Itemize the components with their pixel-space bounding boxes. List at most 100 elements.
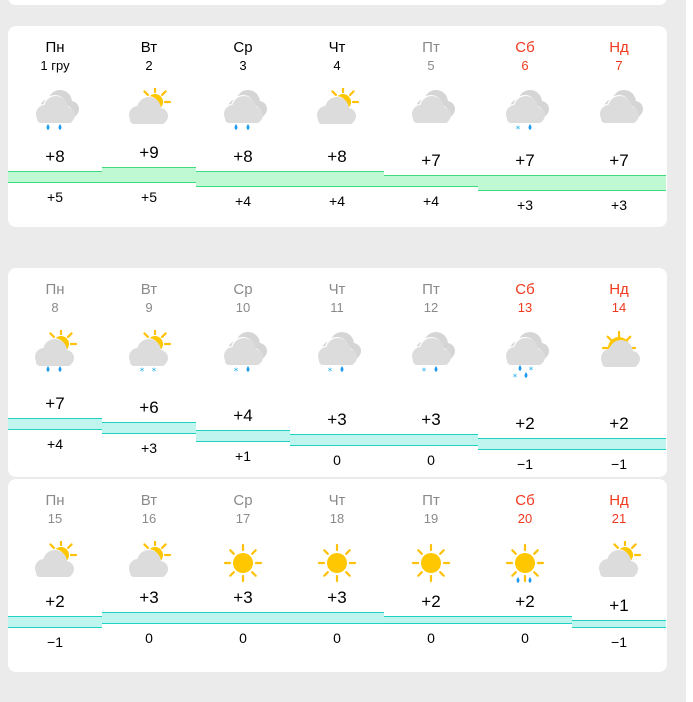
cloud-weather-icon: * <box>218 330 268 380</box>
weekday-label: Ср <box>233 281 253 298</box>
temp-range-band <box>8 171 102 183</box>
svg-text:*: * <box>152 367 157 377</box>
low-temp: −1 <box>611 634 627 650</box>
day-column[interactable]: Чт 4 +8 +4 <box>290 26 384 227</box>
temp-range-band <box>196 612 290 624</box>
high-temp: +8 <box>327 147 347 166</box>
svg-text:*: * <box>529 366 534 376</box>
low-temp: −1 <box>611 456 627 472</box>
date-label: 7 <box>615 58 623 73</box>
high-temp: +7 <box>45 394 65 413</box>
weekday-label: Нд <box>609 39 629 56</box>
temp-range-band <box>102 422 196 434</box>
date-label: 16 <box>141 511 157 526</box>
low-temp: +3 <box>141 440 157 456</box>
sun-cloud-weather-icon <box>30 327 80 380</box>
temp-range-band <box>196 430 290 442</box>
low-temp: 0 <box>333 630 341 646</box>
date-label: 21 <box>611 511 627 526</box>
high-temp: +3 <box>421 410 441 429</box>
date-label: 3 <box>239 58 247 73</box>
day-column[interactable]: Ср 3 +8 +4 <box>196 26 290 227</box>
date-label: 18 <box>329 511 345 526</box>
temp-range-band <box>572 438 666 450</box>
low-temp: 0 <box>427 452 435 468</box>
day-column[interactable]: Вт 2 +9 +5 <box>102 26 196 227</box>
right-panel-edge <box>686 0 693 702</box>
weekday-label: Нд <box>609 492 629 509</box>
day-column[interactable]: Нд 14 +2 −1 <box>572 268 666 477</box>
temp-range-band <box>290 612 384 624</box>
low-temp: 0 <box>521 630 529 646</box>
day-column[interactable]: Вт 16 +3 0 <box>102 479 196 672</box>
svg-text:*: * <box>140 367 145 377</box>
day-column[interactable]: Чт 11 * +3 0 <box>290 268 384 477</box>
day-column[interactable]: Ср 17 +3 0 <box>196 479 290 672</box>
day-column[interactable]: Сб 6 * +7 +3 <box>478 26 572 227</box>
date-label: 13 <box>517 300 533 315</box>
week-card: Пн 1 гру +8 +5 Вт 2 +9 +5 Ср 3 +8 +4 Чт 4 +… <box>8 26 667 227</box>
low-temp: +5 <box>141 189 157 205</box>
day-column[interactable]: Пн 1 гру +8 +5 <box>8 26 102 227</box>
day-column[interactable]: Сб 13 * * +2 −1 <box>478 268 572 477</box>
cloud-weather-icon: * <box>406 330 456 380</box>
date-label: 17 <box>235 511 251 526</box>
day-column[interactable]: Пн 15 +2 −1 <box>8 479 102 672</box>
high-temp: +9 <box>139 143 159 162</box>
low-temp: +4 <box>423 193 439 209</box>
low-temp: +4 <box>329 193 345 209</box>
cloud-weather-icon: * <box>500 88 550 138</box>
weekday-label: Нд <box>609 281 629 298</box>
date-label: 15 <box>47 511 63 526</box>
high-temp: +2 <box>515 592 535 611</box>
date-label: 12 <box>423 300 439 315</box>
temp-range-band <box>572 175 666 191</box>
low-temp: +3 <box>517 197 533 213</box>
low-temp: 0 <box>427 630 435 646</box>
cloud-weather-icon <box>594 88 644 138</box>
weekday-label: Пн <box>45 492 65 509</box>
day-column[interactable]: Сб 20 +2 0 <box>478 479 572 672</box>
day-column[interactable]: Вт 9 * * +6 +3 <box>102 268 196 477</box>
date-label: 2 <box>145 58 153 73</box>
low-temp: 0 <box>333 452 341 468</box>
weekday-label: Пт <box>422 281 440 298</box>
date-label: 14 <box>611 300 627 315</box>
day-column[interactable]: Пт 19 +2 0 <box>384 479 478 672</box>
day-column[interactable]: Чт 18 +3 0 <box>290 479 384 672</box>
high-temp: +3 <box>327 410 347 429</box>
weekday-label: Вт <box>140 281 158 298</box>
cloud-weather-icon <box>218 88 268 138</box>
weekday-label: Пт <box>422 492 440 509</box>
weekday-label: Сб <box>515 492 535 509</box>
day-column[interactable]: Нд 21 +1 −1 <box>572 479 666 672</box>
weekday-label: Сб <box>515 39 535 56</box>
date-label: 8 <box>51 300 59 315</box>
high-temp: +2 <box>421 592 441 611</box>
weekday-label: Чт <box>328 281 346 298</box>
weekday-label: Пт <box>422 39 440 56</box>
temp-range-band <box>478 616 572 624</box>
high-temp: +8 <box>233 147 253 166</box>
high-temp: +8 <box>45 147 65 166</box>
weekday-label: Пн <box>45 281 65 298</box>
day-column[interactable]: Пт 12 * +3 0 <box>384 268 478 477</box>
sun-over-cloud-weather-icon <box>594 330 644 380</box>
cloud-weather-icon: * * <box>500 330 550 383</box>
low-temp: +5 <box>47 189 63 205</box>
weekday-label: Вт <box>140 492 158 509</box>
weekday-label: Ср <box>233 39 253 56</box>
day-column[interactable]: Пн 8 +7 +4 <box>8 268 102 477</box>
day-column[interactable]: Нд 7 +7 +3 <box>572 26 666 227</box>
high-temp: +3 <box>233 588 253 607</box>
low-temp: +4 <box>47 436 63 452</box>
temp-range-band <box>8 616 102 628</box>
weekday-label: Сб <box>515 281 535 298</box>
sun-cloud-weather-icon <box>30 538 80 591</box>
temp-range-band <box>572 620 666 628</box>
sun-weather-icon <box>218 541 268 591</box>
day-column[interactable]: Пт 5 +7 +4 <box>384 26 478 227</box>
sun-weather-icon <box>500 541 550 591</box>
day-column[interactable]: Ср 10 * +4 +1 <box>196 268 290 477</box>
svg-text:*: * <box>513 373 518 380</box>
